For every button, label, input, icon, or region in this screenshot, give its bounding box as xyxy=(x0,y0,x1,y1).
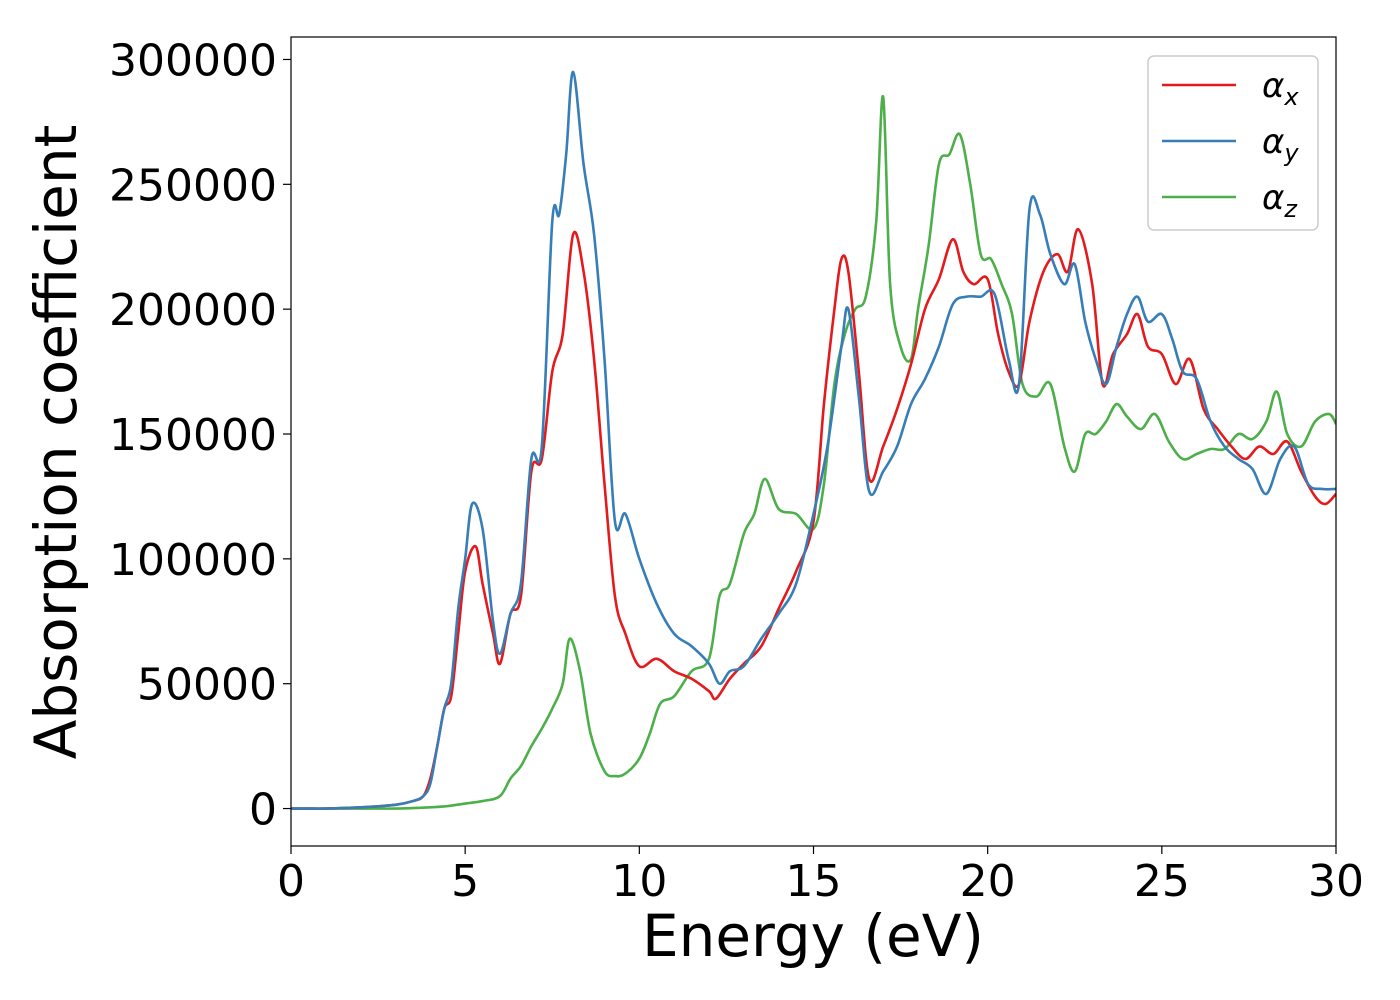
legend-label-subscript: y xyxy=(1283,139,1299,167)
legend-label-subscript: x xyxy=(1283,83,1299,111)
series-line-alpha-y xyxy=(291,70,1336,810)
x-tick-label: 15 xyxy=(786,856,842,907)
x-axis-ticks: 0 5 10 15 20 25 30 xyxy=(277,846,1364,907)
y-axis-title: Absorption coefficient xyxy=(22,125,90,760)
x-axis-title: Energy (eV) xyxy=(642,902,984,970)
x-tick-label: 30 xyxy=(1308,856,1364,907)
series-line-alpha-z xyxy=(291,95,1336,810)
legend-box xyxy=(1147,55,1319,231)
y-tick-label: 100000 xyxy=(109,535,277,586)
y-tick-label: 200000 xyxy=(109,285,277,336)
x-tick-label: 0 xyxy=(277,856,305,907)
series-layer xyxy=(291,70,1336,810)
y-tick-label: 300000 xyxy=(109,35,277,86)
x-tick-label: 10 xyxy=(611,856,667,907)
y-tick-label: 250000 xyxy=(109,160,277,211)
x-tick-label: 20 xyxy=(960,856,1016,907)
x-tick-label: 5 xyxy=(451,856,479,907)
legend-label-subscript: z xyxy=(1283,195,1298,223)
series-line-alpha-x xyxy=(291,227,1336,810)
y-tick-label: 0 xyxy=(249,785,277,836)
x-tick-label: 25 xyxy=(1134,856,1190,907)
y-tick-label: 50000 xyxy=(137,660,277,711)
y-axis-ticks: 0 50000 100000 150000 200000 250000 300000 xyxy=(109,35,291,836)
y-tick-label: 150000 xyxy=(109,410,277,461)
